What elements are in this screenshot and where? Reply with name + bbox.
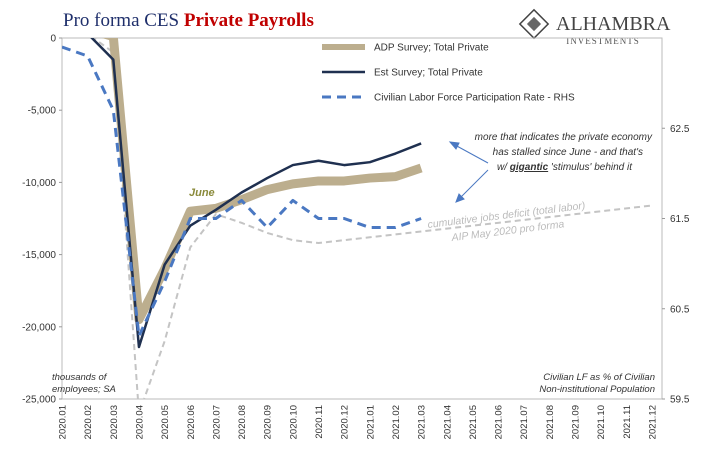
logo-icon	[526, 16, 542, 32]
x-tick-label: 2021.08	[545, 405, 556, 439]
arrow-head	[448, 141, 460, 150]
x-tick-label: 2021.04	[442, 405, 453, 439]
x-tick-label: 2021.05	[468, 405, 479, 439]
axis-note: Non-institutional Population	[539, 384, 655, 395]
x-tick-label: 2020.04	[134, 405, 145, 439]
x-tick-label: 2021.06	[494, 405, 505, 439]
y2-tick-label: 59.5	[670, 395, 690, 406]
x-tick-label: 2020.08	[237, 405, 248, 439]
y-tick-label: -10,000	[22, 178, 56, 189]
annotation: June	[189, 187, 215, 199]
x-tick-label: 2020.12	[340, 405, 351, 439]
x-tick-label: 2021.11	[622, 405, 633, 439]
title-part: Private Payrolls	[184, 10, 314, 31]
y2-tick-label: 60.5	[670, 304, 690, 315]
y-tick-label: -5,000	[28, 106, 57, 117]
y-tick-label: -15,000	[22, 250, 56, 261]
annotation: has stalled since June - and that's	[493, 147, 643, 158]
comment: more that indicates the private economy …	[475, 132, 653, 173]
x-tick-label: 2021.12	[648, 405, 659, 439]
legend-label: Est Survey; Total Private	[374, 68, 483, 79]
y-tick-label: -20,000	[22, 322, 56, 333]
y-tick-label: -25,000	[22, 395, 56, 406]
series-line	[101, 38, 423, 325]
series-line	[91, 38, 653, 399]
logo-subtext: INVESTMENTS	[566, 36, 640, 46]
title-part: Pro forma CES	[63, 10, 179, 31]
logo-icon	[518, 8, 550, 40]
annotation: w/ gigantic 'stimulus' behind it	[497, 162, 633, 173]
y2-tick-label: 62.5	[670, 124, 690, 135]
x-tick-label: 2020.03	[109, 405, 120, 439]
x-tick-label: 2021.01	[365, 405, 376, 439]
x-tick-label: 2021.07	[519, 405, 530, 439]
x-tick-label: 2020.05	[160, 405, 171, 439]
axis-note: employees; SA	[52, 384, 116, 395]
legend-label: ADP Survey; Total Private	[374, 43, 489, 54]
annotation-part: 'stimulus' behind it	[548, 162, 633, 173]
x-tick-label: 2021.09	[571, 405, 582, 439]
arrow	[454, 144, 489, 164]
y2-tick-label: 61.5	[670, 214, 690, 225]
x-tick-label: 2020.07	[211, 405, 222, 439]
arrow-head	[455, 193, 465, 203]
annotation-part: w/	[497, 162, 510, 173]
x-tick-label: 2020.06	[186, 405, 197, 439]
series-line	[90, 38, 422, 349]
x-tick-label: 2021.02	[391, 405, 402, 439]
arrow	[459, 169, 489, 199]
x-tick-label: 2021.10	[596, 405, 607, 439]
annotation-part: gigantic	[509, 162, 549, 173]
legend-label: Civilian Labor Force Participation Rate …	[374, 93, 575, 104]
axis-note: thousands of	[52, 372, 108, 383]
axis-note: Civilian LF as % of Civilian	[543, 372, 655, 383]
x-tick-label: 2020.10	[288, 405, 299, 439]
logo-text: ALHAMBRA	[556, 13, 671, 35]
x-tick-label: 2020.02	[83, 405, 94, 439]
chart-title: Pro forma CES Private Payrolls	[63, 10, 314, 31]
logo: ALHAMBRA INVESTMENTS	[518, 8, 671, 46]
y-tick-label: 0	[50, 34, 56, 45]
annotation: more that indicates the private economy	[475, 132, 653, 143]
x-tick-label: 2020.01	[58, 405, 69, 439]
x-tick-label: 2020.09	[263, 405, 274, 439]
arrows	[448, 141, 489, 203]
plot-lines	[62, 38, 653, 399]
x-tick-label: 2021.03	[417, 405, 428, 439]
x-tick-label: 2020.11	[314, 405, 325, 439]
series-line	[62, 45, 422, 338]
